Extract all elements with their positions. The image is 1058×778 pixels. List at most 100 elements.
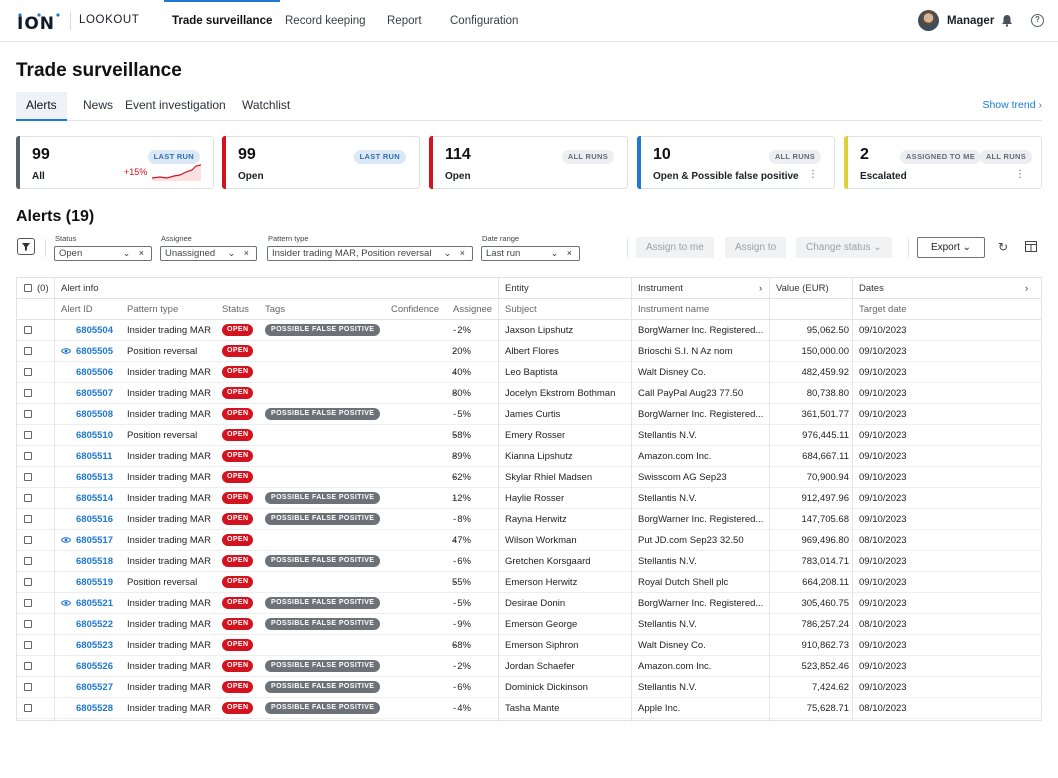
- ion-logo[interactable]: ION: [17, 10, 63, 34]
- alert-id-link[interactable]: 6805518: [76, 556, 113, 567]
- nav-tab-trade-surveillance[interactable]: Trade surveillance: [163, 0, 281, 42]
- alert-id-link[interactable]: 6805504: [76, 325, 113, 336]
- tab-event-investigation[interactable]: Event investigation: [125, 98, 226, 112]
- table-row[interactable]: 6805519 Position reversal OPEN 55% - Emerson …: [17, 572, 1041, 593]
- summary-card-false-positive[interactable]: 10 Open & Possible false positive ALL RU…: [637, 136, 835, 189]
- table-row[interactable]: 6805518 Insider trading MAR OPEN POSSIBLE F…: [17, 551, 1041, 572]
- export-button[interactable]: Export ⌄: [917, 237, 985, 258]
- table-row[interactable]: 6805521 Insider trading MAR OPEN POSSIBLE F…: [17, 593, 1041, 614]
- table-row[interactable]: 6805511 Insider trading MAR OPEN 89% - Kianna…: [17, 446, 1041, 467]
- show-trend-link[interactable]: Show trend ›: [982, 99, 1042, 111]
- bell-icon[interactable]: [1001, 14, 1013, 27]
- row-checkbox[interactable]: [24, 704, 32, 712]
- table-row[interactable]: 6805513 Insider trading MAR OPEN 62% - Skylar…: [17, 467, 1041, 488]
- table-row[interactable]: 6805526 Insider trading MAR OPEN POSSIBLE F…: [17, 656, 1041, 677]
- table-row[interactable]: 6805514 Insider trading MAR OPEN POSSIBLE F…: [17, 488, 1041, 509]
- col-status[interactable]: Status: [222, 304, 249, 315]
- alert-id-link[interactable]: 6805521: [76, 598, 113, 609]
- tab-alerts[interactable]: Alerts: [16, 92, 67, 121]
- change-status-button[interactable]: Change status ⌄: [796, 237, 892, 258]
- alert-id-link[interactable]: 6805522: [76, 619, 113, 630]
- chevron-right-icon[interactable]: ›: [1025, 283, 1029, 294]
- chevron-down-close-icons[interactable]: ⌄ ×: [122, 248, 147, 258]
- assignee-filter[interactable]: Unassigned ⌄ ×: [160, 246, 257, 261]
- row-checkbox[interactable]: [24, 662, 32, 670]
- alert-id-link[interactable]: 6805526: [76, 661, 113, 672]
- status-filter[interactable]: Open ⌄ ×: [54, 246, 152, 261]
- col-subject[interactable]: Subject: [505, 304, 537, 315]
- row-checkbox[interactable]: [24, 431, 32, 439]
- table-row[interactable]: 6805516 Insider trading MAR OPEN POSSIBLE F…: [17, 509, 1041, 530]
- col-pattern-type[interactable]: Pattern type: [127, 304, 179, 315]
- alert-id-link[interactable]: 6805527: [76, 682, 113, 693]
- table-row[interactable]: 6805506 Insider trading MAR OPEN 40% - Leo Ba…: [17, 362, 1041, 383]
- table-row[interactable]: 6805522 Insider trading MAR OPEN POSSIBLE F…: [17, 614, 1041, 635]
- summary-card-all[interactable]: 99 All LAST RUN +15%: [16, 136, 214, 189]
- table-row[interactable]: 6805505 Position reversal OPEN 20% - Albert F…: [17, 341, 1041, 362]
- row-checkbox[interactable]: [24, 494, 32, 502]
- table-row[interactable]: 6805508 Insider trading MAR OPEN POSSIBLE F…: [17, 404, 1041, 425]
- row-checkbox[interactable]: [24, 557, 32, 565]
- row-checkbox[interactable]: [24, 536, 32, 544]
- table-row[interactable]: 6805507 Insider trading MAR OPEN 80% - Jocely…: [17, 383, 1041, 404]
- row-checkbox[interactable]: [24, 599, 32, 607]
- kebab-menu-icon[interactable]: ⋮: [1015, 169, 1025, 180]
- tab-news[interactable]: News: [83, 98, 114, 112]
- alert-id-link[interactable]: 6805513: [76, 472, 113, 483]
- row-checkbox[interactable]: [24, 515, 32, 523]
- user-menu[interactable]: Manager: [918, 10, 994, 31]
- alert-id-link[interactable]: 6805505: [76, 346, 113, 357]
- col-alert-id[interactable]: Alert ID: [61, 304, 93, 315]
- col-target-date[interactable]: Target date: [859, 304, 907, 315]
- nav-tab-configuration[interactable]: Configuration: [450, 15, 519, 27]
- kebab-menu-icon[interactable]: ⋮: [808, 169, 818, 180]
- chevron-down-close-icons[interactable]: ⌄ ×: [550, 248, 575, 258]
- alert-id-link[interactable]: 6805508: [76, 409, 113, 420]
- filter-button[interactable]: [17, 238, 35, 255]
- assign-to-button[interactable]: Assign to: [725, 237, 787, 258]
- columns-layout-icon[interactable]: [1025, 241, 1037, 252]
- alert-id-link[interactable]: 6805523: [76, 640, 113, 651]
- row-checkbox[interactable]: [24, 452, 32, 460]
- date-range-filter[interactable]: Last run ⌄ ×: [481, 246, 580, 261]
- table-row[interactable]: 6805504 Insider trading MAR OPEN POSSIBLE F…: [17, 320, 1041, 341]
- alert-id-link[interactable]: 6805507: [76, 388, 113, 399]
- row-checkbox[interactable]: [24, 578, 32, 586]
- chevron-down-close-icons[interactable]: ⌄ ×: [440, 247, 468, 260]
- row-checkbox[interactable]: [24, 620, 32, 628]
- row-checkbox[interactable]: [24, 326, 32, 334]
- nav-tab-record-keeping[interactable]: Record keeping: [285, 15, 366, 27]
- summary-card-open-all-runs[interactable]: 114 Open ALL RUNS: [429, 136, 628, 189]
- alert-id-link[interactable]: 6805516: [76, 514, 113, 525]
- alert-id-link[interactable]: 6805519: [76, 577, 113, 588]
- col-assignee[interactable]: Assignee: [453, 304, 493, 315]
- row-checkbox[interactable]: [24, 410, 32, 418]
- row-checkbox[interactable]: [24, 389, 32, 397]
- table-row[interactable]: 6805527 Insider trading MAR OPEN POSSIBLE F…: [17, 677, 1041, 698]
- alert-id-link[interactable]: 6805511: [76, 451, 113, 462]
- refresh-icon[interactable]: ↻: [998, 240, 1009, 254]
- row-checkbox[interactable]: [24, 683, 32, 691]
- alert-id-link[interactable]: 6805510: [76, 430, 113, 441]
- row-checkbox[interactable]: [24, 368, 32, 376]
- assign-to-me-button[interactable]: Assign to me: [636, 237, 714, 258]
- select-all-checkbox[interactable]: [24, 284, 32, 292]
- alert-id-link[interactable]: 6805528: [76, 703, 113, 714]
- chevron-right-icon[interactable]: ›: [759, 283, 763, 294]
- alert-id-link[interactable]: 6805506: [76, 367, 113, 378]
- nav-tab-report[interactable]: Report: [387, 15, 422, 27]
- summary-card-escalated[interactable]: 2 Escalated ASSIGNED TO ME ALL RUNS ⋮: [844, 136, 1042, 189]
- chevron-down-close-icons[interactable]: ⌄ ×: [227, 248, 252, 258]
- summary-card-open-last-run[interactable]: 99 Open LAST RUN: [222, 136, 420, 189]
- alert-id-link[interactable]: 6805514: [76, 493, 113, 504]
- help-icon[interactable]: ?: [1031, 14, 1044, 27]
- table-row[interactable]: 6805523 Insider trading MAR OPEN 68% - Emerso…: [17, 635, 1041, 656]
- col-confidence[interactable]: Confidence: [391, 304, 440, 315]
- table-row[interactable]: 6805528 Insider trading MAR OPEN POSSIBLE F…: [17, 698, 1041, 719]
- row-checkbox[interactable]: [24, 641, 32, 649]
- alert-id-link[interactable]: 6805517: [76, 535, 113, 546]
- col-tags[interactable]: Tags: [265, 304, 286, 315]
- table-row[interactable]: 6805510 Position reversal OPEN 58% - Emery Ro…: [17, 425, 1041, 446]
- row-checkbox[interactable]: [24, 473, 32, 481]
- pattern-type-filter[interactable]: Insider trading MAR, Position reversal ⌄…: [267, 246, 473, 261]
